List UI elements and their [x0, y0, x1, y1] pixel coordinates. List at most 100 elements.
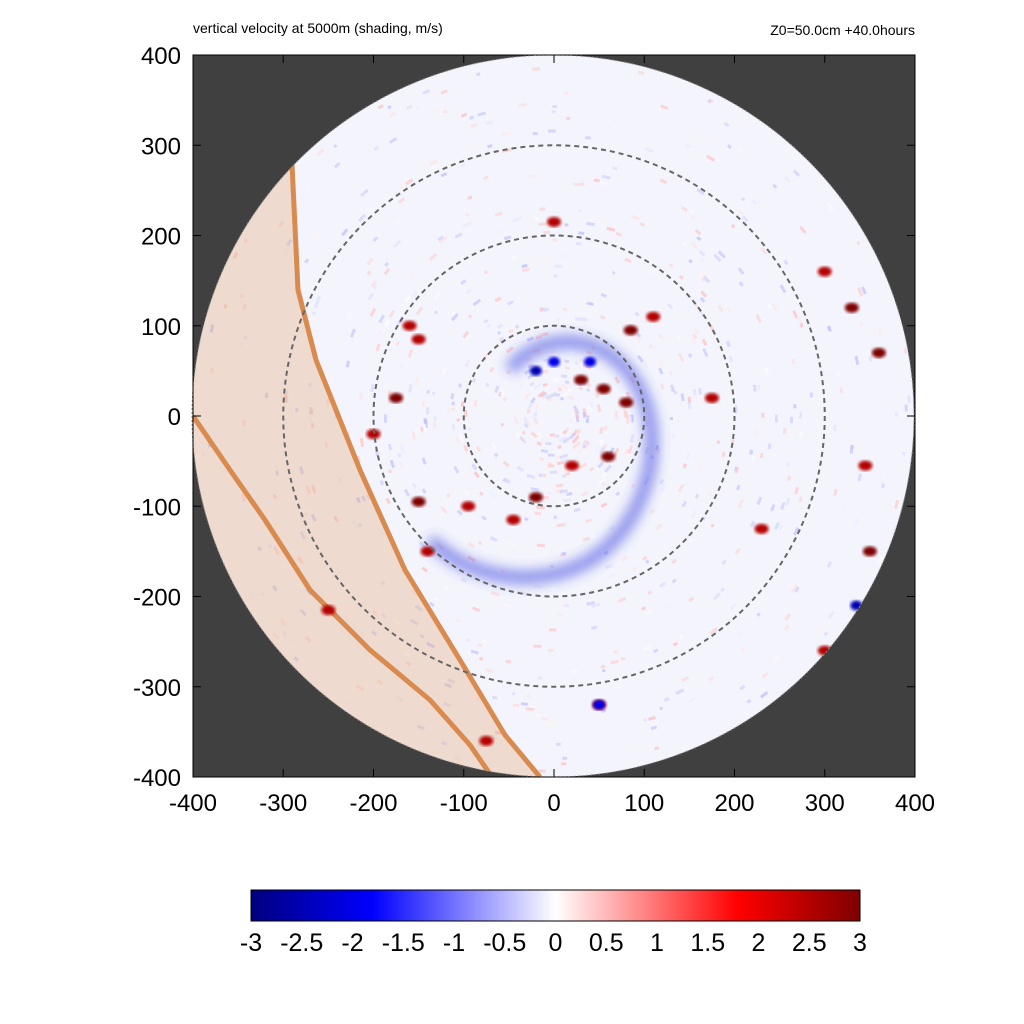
texture-speck — [903, 347, 908, 355]
texture-speck — [514, 237, 523, 243]
texture-speck — [349, 328, 356, 338]
texture-speck — [375, 343, 381, 352]
texture-speck — [524, 368, 532, 375]
texture-speck — [471, 463, 478, 471]
texture-speck — [201, 451, 205, 457]
texture-speck — [405, 661, 412, 667]
texture-speck — [604, 563, 613, 570]
texture-speck — [460, 112, 468, 118]
texture-speck — [578, 208, 582, 213]
texture-speck — [562, 307, 567, 312]
texture-speck — [597, 461, 604, 469]
texture-speck — [779, 284, 787, 294]
updraft-cell — [596, 383, 611, 394]
texture-speck — [543, 358, 548, 363]
texture-speck — [598, 427, 604, 435]
x-tick-label: 300 — [805, 790, 845, 817]
texture-speck — [592, 387, 599, 395]
texture-speck — [456, 418, 460, 422]
texture-speck — [603, 464, 612, 473]
texture-speck — [384, 319, 390, 328]
texture-speck — [750, 296, 755, 301]
texture-speck — [409, 618, 419, 626]
texture-speck — [502, 477, 509, 484]
texture-speck — [710, 523, 715, 528]
texture-speck — [428, 253, 438, 261]
texture-speck — [498, 336, 505, 342]
texture-speck — [491, 442, 498, 450]
texture-speck — [299, 608, 307, 617]
updraft-cell — [704, 392, 719, 403]
texture-speck — [797, 411, 801, 417]
texture-speck — [571, 435, 580, 444]
texture-speck — [467, 541, 476, 549]
texture-speck — [598, 439, 605, 447]
texture-speck — [613, 650, 618, 654]
texture-speck — [432, 422, 437, 428]
texture-speck — [615, 491, 621, 497]
texture-speck — [707, 675, 715, 682]
texture-speck — [548, 587, 556, 591]
texture-speck — [712, 404, 716, 413]
texture-speck — [366, 270, 372, 276]
texture-speck — [697, 388, 703, 395]
texture-speck — [359, 392, 363, 400]
texture-speck — [591, 625, 598, 630]
chart-title: vertical velocity at 5000m (shading, m/s… — [193, 20, 443, 36]
texture-speck — [687, 396, 692, 403]
texture-speck — [699, 256, 705, 263]
texture-speck — [508, 328, 514, 334]
texture-speck — [471, 378, 477, 383]
texture-speck — [669, 539, 676, 546]
texture-speck — [716, 440, 721, 445]
texture-speck — [373, 606, 382, 614]
texture-speck — [485, 668, 494, 673]
texture-speck — [827, 610, 835, 619]
texture-speck — [691, 333, 698, 340]
texture-speck — [737, 267, 745, 275]
range-ring-100 — [462, 324, 646, 508]
texture-speck — [552, 104, 558, 108]
texture-speck — [535, 335, 543, 340]
texture-speck — [383, 414, 388, 423]
texture-speck — [580, 491, 589, 497]
texture-speck — [440, 741, 448, 746]
texture-speck — [210, 367, 214, 373]
texture-speck — [542, 307, 550, 311]
texture-speck — [784, 613, 792, 621]
texture-speck — [561, 383, 567, 389]
texture-speck — [581, 586, 589, 591]
texture-speck — [513, 416, 519, 426]
texture-speck — [761, 412, 765, 418]
texture-speck — [505, 659, 512, 664]
texture-speck — [239, 259, 244, 265]
updraft-cell — [619, 397, 634, 408]
texture-speck — [320, 524, 328, 534]
texture-speck — [371, 630, 378, 637]
texture-speck — [357, 522, 363, 528]
texture-speck — [620, 61, 628, 66]
texture-speck — [422, 89, 431, 95]
texture-speck — [496, 323, 504, 330]
texture-speck — [531, 414, 538, 424]
downdraft-cell — [593, 699, 606, 710]
texture-speck — [462, 331, 470, 339]
texture-speck — [574, 410, 580, 420]
texture-speck — [767, 443, 772, 450]
texture-speck — [556, 742, 561, 746]
texture-speck — [623, 603, 629, 608]
texture-speck — [542, 717, 549, 721]
texture-speck — [752, 384, 757, 392]
texture-speck — [554, 264, 563, 268]
texture-speck — [637, 70, 645, 76]
texture-speck — [308, 383, 312, 388]
eyewall-downdraft-band — [425, 335, 659, 585]
texture-speck — [538, 457, 544, 462]
texture-speck — [606, 271, 611, 276]
texture-speck — [529, 174, 537, 178]
texture-speck — [901, 451, 906, 456]
texture-speck — [778, 524, 784, 532]
texture-speck — [310, 408, 314, 415]
texture-speck — [356, 496, 361, 504]
texture-speck — [744, 482, 749, 488]
